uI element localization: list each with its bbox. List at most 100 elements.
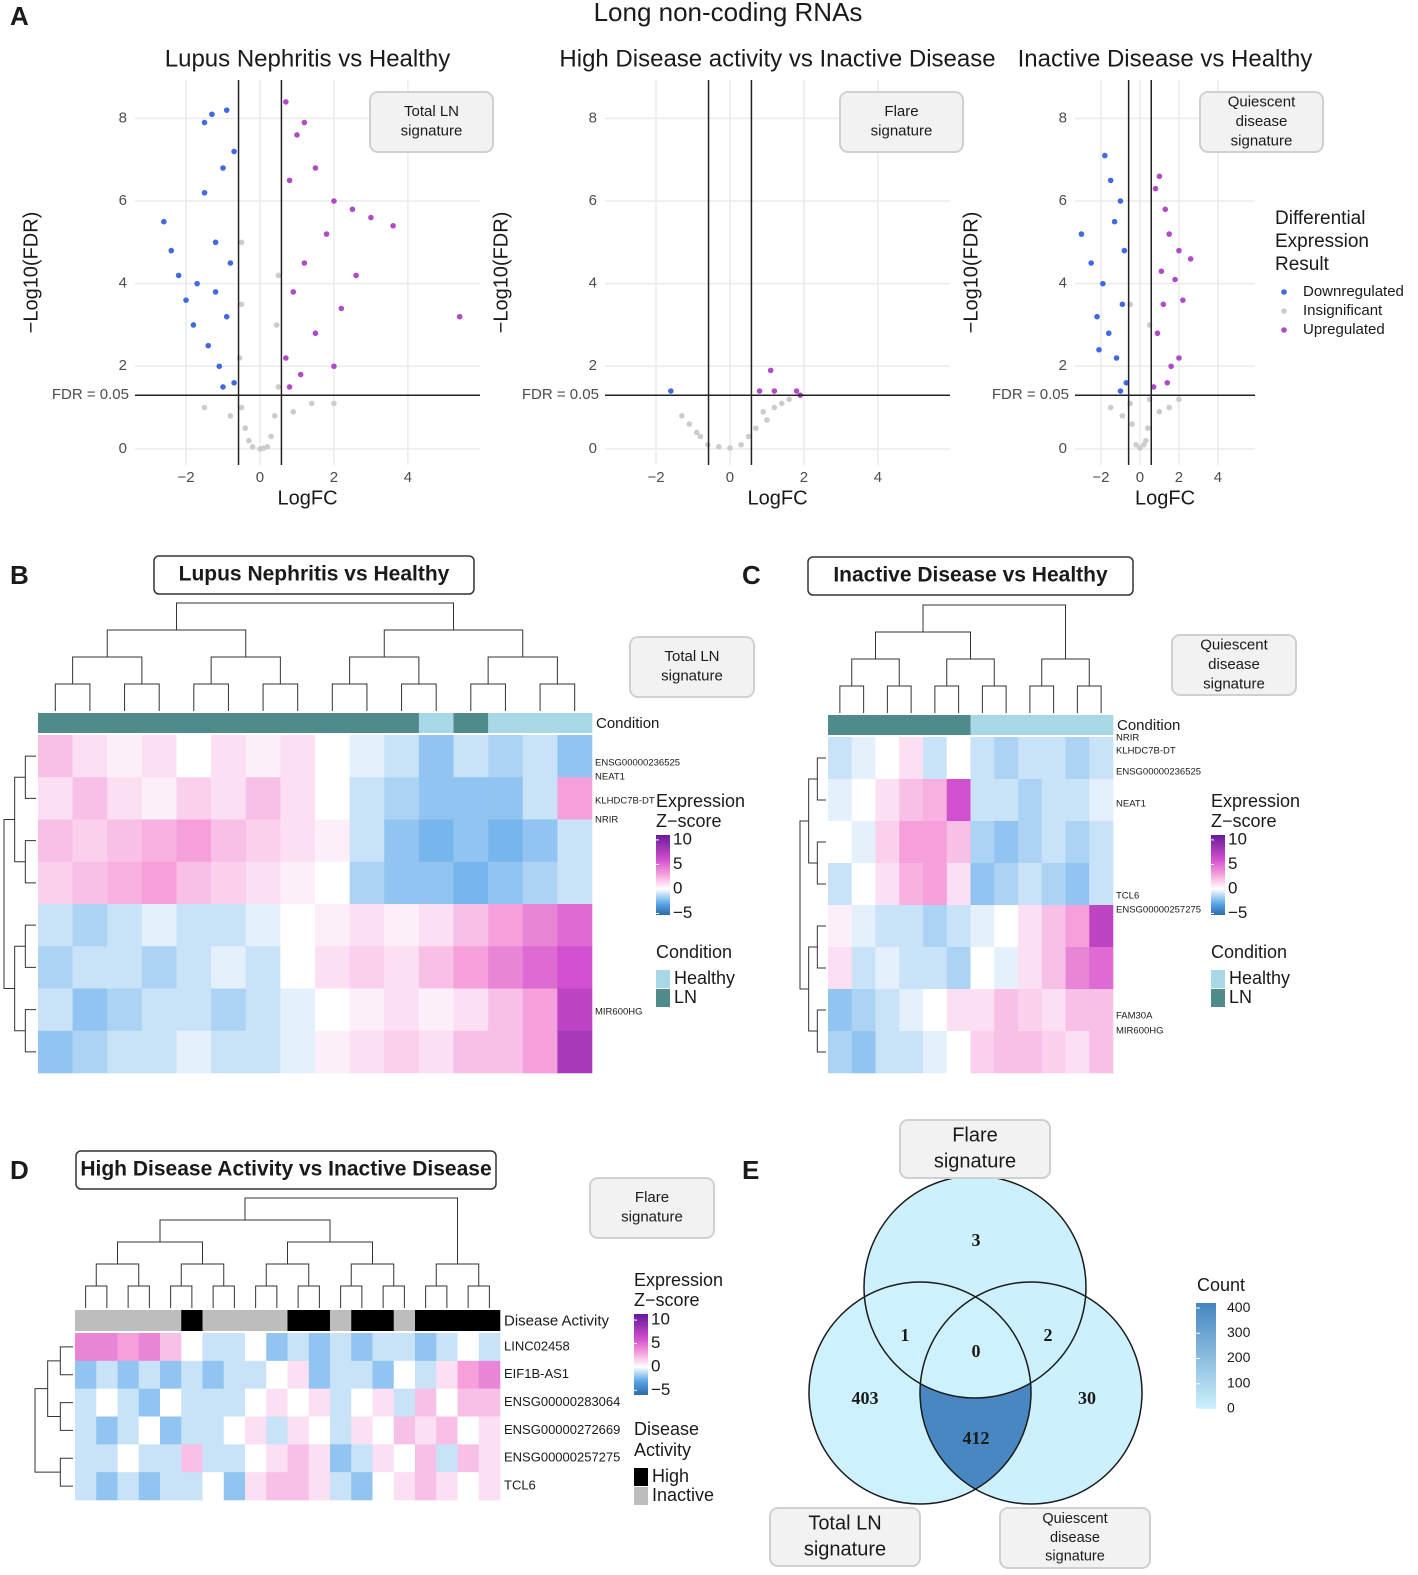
heatmap-cell	[330, 1472, 352, 1501]
point	[205, 342, 212, 349]
heatmap-cell	[875, 821, 900, 864]
dendrogram	[24, 755, 36, 799]
legend-title: Condition	[656, 942, 732, 962]
heatmap-cell	[994, 863, 1019, 906]
heatmap-cell	[457, 1416, 480, 1445]
panel-letter: B	[10, 560, 29, 590]
group-cell	[308, 1310, 331, 1331]
annotation-box	[1199, 91, 1324, 153]
group-cell	[138, 1310, 161, 1331]
heatmap-cell	[994, 1031, 1019, 1074]
point	[1111, 218, 1118, 225]
point	[1123, 379, 1130, 386]
legend-title: Result	[1275, 254, 1330, 275]
heatmap-cell	[923, 863, 948, 906]
dendrogram	[467, 1285, 490, 1308]
heatmap-cell	[138, 1472, 161, 1501]
legend-label: Healthy	[1229, 968, 1290, 988]
point	[1160, 301, 1167, 308]
x-tick-label: 4	[404, 469, 412, 486]
heatmap-cell	[478, 1333, 501, 1362]
dendrogram	[1041, 658, 1090, 686]
annotation-text: Quiescent	[1042, 1511, 1107, 1527]
heatmap-cell	[72, 819, 108, 863]
heatmap-cell	[38, 904, 73, 947]
heatmap-cell	[107, 777, 143, 820]
group-cell	[488, 713, 524, 733]
heatmap-cell	[266, 1416, 288, 1445]
y-axis-label: −Log10(FDR)	[960, 212, 982, 334]
annotation-box	[629, 636, 755, 698]
heatmap-cell	[38, 988, 73, 1032]
point	[693, 429, 700, 436]
dendrogram	[127, 1285, 150, 1308]
point	[331, 363, 337, 370]
heatmap-cell	[245, 1416, 267, 1445]
dendrogram	[886, 685, 912, 713]
gene-label: ENSG00000236525	[1116, 767, 1201, 778]
dendrogram	[54, 683, 91, 711]
dendrogram	[59, 1402, 73, 1431]
group-cell	[415, 1310, 437, 1331]
annotation-text: disease	[1236, 113, 1288, 130]
heatmap-cell	[372, 1444, 395, 1473]
heatmap-cell	[1041, 821, 1066, 864]
heatmap-cell	[117, 1444, 140, 1473]
heatmap-cell	[349, 988, 385, 1032]
dendrogram	[808, 946, 818, 1032]
point	[238, 239, 245, 246]
group-cell	[330, 1310, 352, 1331]
heatmap-cell	[522, 777, 558, 820]
annotation-box	[589, 1177, 715, 1239]
colorbar-tick-label: 10	[1228, 829, 1247, 848]
annotation-text: signature	[871, 123, 933, 140]
y-axis-label: −Log10(FDR)	[20, 212, 42, 334]
heatmap-cell	[1018, 1031, 1043, 1074]
heatmap-cell	[478, 1444, 501, 1473]
heatmap-cell	[557, 904, 593, 947]
point	[275, 384, 282, 390]
y-tick-label: 2	[119, 357, 127, 374]
heatmap-cell	[202, 1472, 225, 1501]
point	[368, 214, 374, 221]
heatmap-cell	[72, 988, 108, 1032]
heatmap-cell	[372, 1472, 395, 1501]
dendrogram	[262, 683, 299, 711]
heatmap-cell	[946, 821, 971, 864]
heatmap-cell	[851, 1031, 876, 1074]
heatmap-cell	[141, 861, 177, 905]
point	[1154, 330, 1161, 337]
point	[201, 404, 208, 411]
dendrogram	[24, 840, 36, 884]
heatmap-cell	[223, 1388, 246, 1417]
dendrogram	[946, 658, 995, 686]
point	[390, 223, 396, 229]
heatmap-cell	[372, 1388, 395, 1417]
heatmap-cell	[393, 1388, 416, 1417]
heatmap-cell	[946, 989, 971, 1032]
heatmap-cell	[970, 905, 995, 948]
heatmap-cell	[138, 1360, 161, 1389]
heatmap-cell	[117, 1472, 140, 1501]
point	[212, 239, 219, 246]
gene-label: KLHDC7B-DT	[1116, 746, 1176, 757]
dendrogram	[210, 656, 281, 684]
dendrogram	[106, 629, 247, 657]
heatmap-cell	[851, 947, 876, 990]
heatmap-cell	[372, 1360, 395, 1389]
venn-count: 30	[1078, 1388, 1096, 1408]
chart-title: High Disease Activity vs Inactive Diseas…	[80, 1158, 491, 1181]
group-label: Condition	[1117, 717, 1180, 734]
heatmap-cell	[280, 904, 316, 947]
point	[297, 371, 304, 378]
group-cell	[107, 713, 143, 733]
heatmap-cell	[176, 735, 212, 778]
heatmap-cell	[478, 1472, 501, 1501]
point	[1100, 280, 1106, 287]
gene-label: NRIR	[1116, 733, 1139, 744]
heatmap-cell	[994, 989, 1019, 1032]
heatmap-cell	[245, 1030, 281, 1074]
heatmap-cell	[308, 1416, 331, 1445]
legend-title: Expression	[656, 791, 745, 811]
